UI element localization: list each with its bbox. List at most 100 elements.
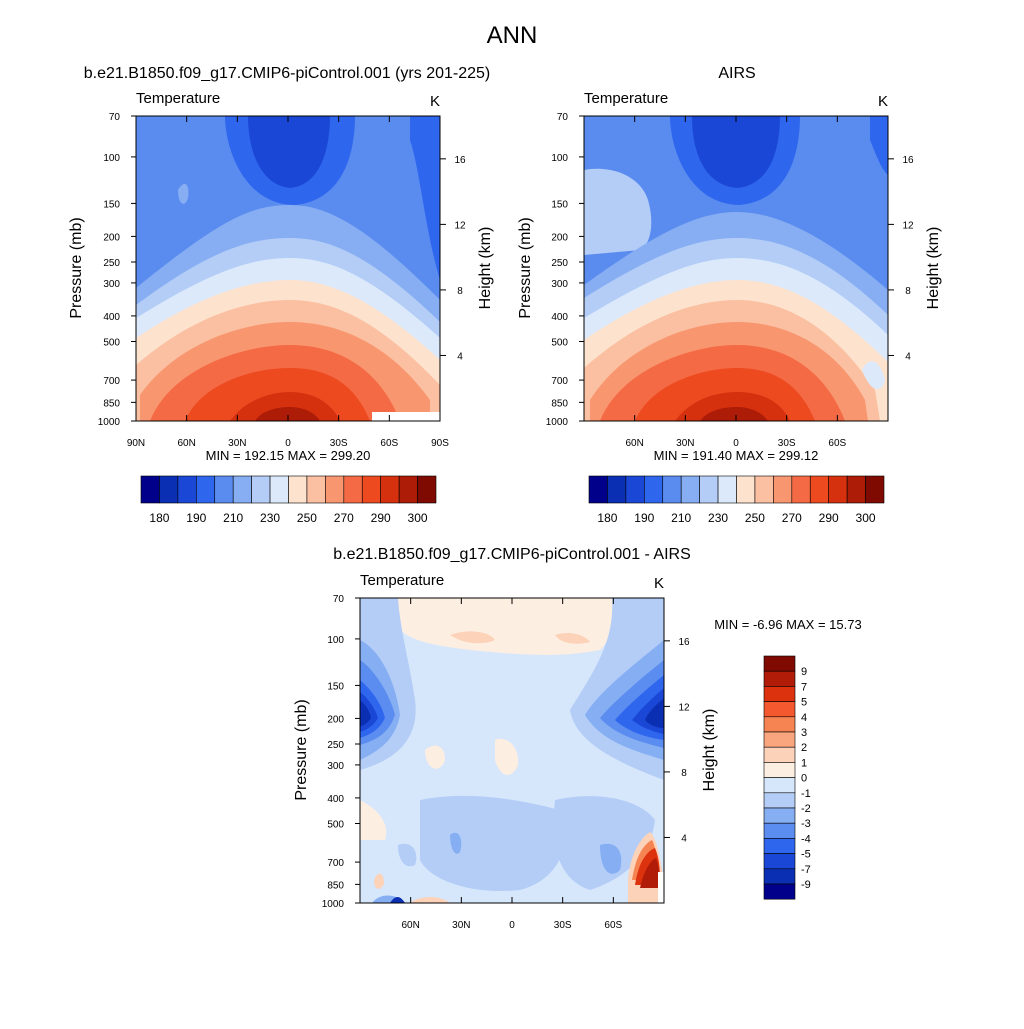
colorbar-label: 250 (745, 511, 765, 525)
panel-model-y-right-axis: 16 12 8 4 (440, 155, 466, 362)
panel-model-ylabel: Pressure (mb) (68, 217, 85, 318)
colorbar-box (809, 475, 829, 504)
colorbar-label: -2 (801, 803, 811, 815)
colorbar-box (398, 475, 418, 504)
colorbar-label: 290 (371, 511, 391, 525)
colorbar-label: -7 (801, 864, 811, 876)
colorbar-box (763, 807, 796, 824)
panel-obs-ylabel: Pressure (mb) (517, 217, 534, 318)
panel-obs-units: K (878, 93, 888, 110)
panel-diff-stats: MIN = -6.96 MAX = 15.73 (714, 617, 861, 632)
colorbar-box (773, 475, 793, 504)
colorbar-box (699, 475, 719, 504)
y-right-tick-label: 12 (902, 220, 914, 231)
x-tick-label: 30S (554, 920, 572, 931)
colorbar-box (662, 475, 682, 504)
y-tick-label: 200 (551, 232, 568, 243)
y-tick-label: 100 (103, 153, 120, 164)
y-tick-label: 250 (103, 258, 120, 269)
x-tick-label: 90N (127, 438, 145, 449)
y-tick-label: 500 (103, 338, 120, 349)
panel-diff-colorbar: 9 7 5 4 3 2 1 0 -1 -2 -3 -4 -5 -7 -9 (763, 655, 811, 900)
panel-model-y-axis: 70 100 150 200 250 300 400 500 700 850 1000 (98, 112, 136, 428)
panel-obs-title: AIRS (718, 65, 755, 82)
y-tick-label: 300 (103, 279, 120, 290)
y-tick-label: 850 (551, 398, 568, 409)
colorbar-label: 3 (801, 727, 807, 739)
y-tick-label: 100 (551, 153, 568, 164)
x-tick-label: 30N (228, 438, 246, 449)
y-tick-label: 300 (327, 761, 344, 772)
y-tick-label: 70 (333, 594, 345, 605)
colorbar-box (763, 883, 796, 900)
panel-obs-left-string: Temperature (584, 90, 668, 107)
y-right-tick-label: 16 (678, 637, 690, 648)
colorbar-box (417, 475, 437, 504)
colorbar-box (763, 792, 796, 809)
panel-model-left-string: Temperature (136, 90, 220, 107)
colorbar-box (214, 475, 234, 504)
colorbar-box (177, 475, 197, 504)
colorbar-box (625, 475, 645, 504)
colorbar-label: 7 (801, 681, 807, 693)
y-tick-label: 150 (551, 199, 568, 210)
y-right-tick-label: 8 (681, 768, 687, 779)
panel-model-title: b.e21.B1850.f09_g17.CMIP6-piControl.001 … (84, 65, 490, 82)
y-tick-label: 70 (109, 112, 121, 123)
colorbar-box (763, 777, 796, 794)
colorbar-label: -5 (801, 849, 811, 861)
colorbar-box (763, 716, 796, 733)
y-right-tick-label: 16 (454, 155, 466, 166)
y-tick-label: 500 (327, 820, 344, 831)
colorbar-box (763, 762, 796, 778)
colorbar-label: 210 (671, 511, 691, 525)
y-right-tick-label: 12 (678, 702, 690, 713)
colorbar-box (763, 670, 796, 687)
panel-diff-x-axis: 60N 30N 0 30S 60S (401, 598, 623, 931)
panel-obs-x-axis: 60N 30N 0 30S 60S (625, 116, 847, 449)
y-tick-label: 70 (557, 112, 569, 123)
x-tick-label: 30N (676, 438, 694, 449)
x-tick-label: 60N (177, 438, 195, 449)
colorbar-box (828, 475, 848, 504)
panel-obs-stats: MIN = 191.40 MAX = 299.12 (654, 448, 819, 463)
panel-diff-ylabel: Pressure (mb) (293, 699, 310, 800)
panel-obs-colorbar: 180 190 210 230 250 270 290 300 (588, 475, 885, 525)
colorbar-box (763, 822, 796, 839)
y-tick-label: 100 (327, 635, 344, 646)
panel-diff-contours (360, 598, 664, 903)
colorbar-label: 270 (334, 511, 354, 525)
colorbar-box (763, 868, 796, 885)
colorbar-label: 190 (634, 511, 654, 525)
colorbar-label: 210 (223, 511, 243, 525)
y-right-tick-label: 8 (457, 286, 463, 297)
colorbar-box (680, 475, 700, 504)
colorbar-box (846, 475, 866, 504)
colorbar-label: 300 (856, 511, 876, 525)
colorbar-box (644, 475, 664, 504)
x-tick-label: 0 (509, 920, 515, 931)
y-right-tick-label: 8 (905, 286, 911, 297)
colorbar-box (791, 475, 811, 504)
colorbar-box (717, 475, 737, 504)
colorbar-label: 250 (297, 511, 317, 525)
y-right-tick-label: 4 (457, 351, 463, 362)
colorbar-box (763, 655, 796, 672)
y-right-tick-label: 12 (454, 220, 466, 231)
panel-obs-y-axis: 70 100 150 200 250 300 400 500 700 850 1000 (546, 112, 584, 428)
y-tick-label: 400 (327, 794, 344, 805)
colorbar-box (232, 475, 252, 504)
colorbar-box (251, 475, 271, 504)
colorbar-label: 1 (801, 757, 807, 769)
page-title: ANN (487, 22, 538, 49)
colorbar-label: 270 (782, 511, 802, 525)
y-tick-label: 250 (327, 740, 344, 751)
y-right-tick-label: 16 (902, 155, 914, 166)
colorbar-box (588, 475, 608, 504)
y-tick-label: 400 (103, 312, 120, 323)
x-tick-label: 90S (431, 438, 449, 449)
colorbar-label: 0 (801, 773, 807, 785)
y-tick-label: 300 (551, 279, 568, 290)
panel-obs-ylabel-right: Height (km) (925, 227, 942, 310)
x-tick-label: 60N (625, 438, 643, 449)
